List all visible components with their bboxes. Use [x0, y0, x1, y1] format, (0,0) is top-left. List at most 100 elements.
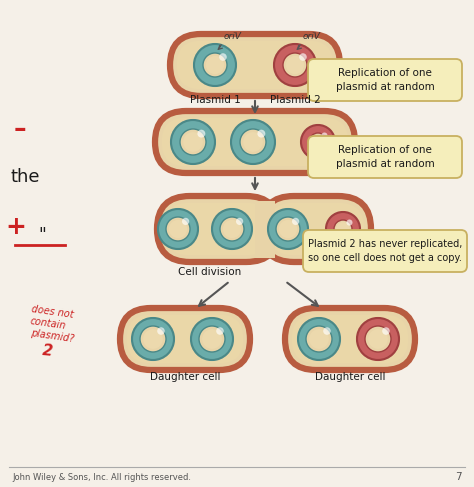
Text: ": "	[38, 226, 46, 244]
Circle shape	[170, 119, 216, 165]
FancyBboxPatch shape	[177, 41, 333, 89]
FancyBboxPatch shape	[292, 315, 408, 363]
Text: +: +	[6, 215, 27, 239]
Text: oriV: oriV	[303, 32, 321, 41]
Circle shape	[202, 329, 222, 349]
Circle shape	[230, 119, 276, 165]
Circle shape	[220, 217, 244, 241]
Circle shape	[368, 329, 388, 349]
Circle shape	[191, 318, 233, 360]
Circle shape	[166, 217, 190, 241]
Circle shape	[183, 132, 203, 152]
FancyBboxPatch shape	[285, 308, 415, 370]
Text: Replication of one
plasmid at random: Replication of one plasmid at random	[336, 68, 434, 92]
Circle shape	[323, 327, 331, 335]
Circle shape	[311, 135, 325, 149]
Circle shape	[301, 125, 335, 159]
Text: Daughter cell: Daughter cell	[315, 372, 385, 382]
FancyBboxPatch shape	[261, 196, 371, 262]
FancyBboxPatch shape	[303, 230, 467, 272]
Circle shape	[182, 218, 189, 225]
Text: Plasmid 2 has never replicated,
so one cell does not get a copy.: Plasmid 2 has never replicated, so one c…	[308, 239, 462, 263]
Circle shape	[157, 208, 199, 250]
Circle shape	[199, 326, 225, 352]
Text: plasmid?: plasmid?	[30, 328, 74, 344]
Text: Plasmid 2: Plasmid 2	[270, 95, 320, 105]
Circle shape	[279, 220, 297, 238]
Circle shape	[276, 217, 300, 241]
Circle shape	[216, 327, 224, 335]
FancyBboxPatch shape	[120, 308, 250, 370]
Circle shape	[257, 130, 265, 138]
FancyBboxPatch shape	[157, 196, 279, 262]
Circle shape	[193, 43, 237, 87]
Text: Replication of one
plasmid at random: Replication of one plasmid at random	[336, 145, 434, 169]
Circle shape	[300, 124, 336, 160]
Text: John Wiley & Sons, Inc. All rights reserved.: John Wiley & Sons, Inc. All rights reser…	[12, 472, 191, 482]
Circle shape	[211, 208, 253, 250]
Circle shape	[286, 56, 304, 74]
FancyBboxPatch shape	[308, 136, 462, 178]
Text: contain: contain	[29, 317, 67, 332]
Circle shape	[171, 120, 215, 164]
Circle shape	[346, 220, 353, 225]
Bar	[255, 201, 275, 258]
Circle shape	[180, 129, 206, 155]
Circle shape	[306, 326, 332, 352]
Text: the: the	[10, 168, 40, 186]
Text: Cell division: Cell division	[178, 267, 242, 277]
Circle shape	[206, 56, 224, 74]
Circle shape	[382, 327, 390, 335]
Circle shape	[357, 318, 399, 360]
Circle shape	[240, 129, 266, 155]
Circle shape	[326, 212, 360, 246]
Circle shape	[143, 329, 163, 349]
Circle shape	[309, 329, 329, 349]
Circle shape	[267, 208, 309, 250]
Circle shape	[299, 53, 307, 61]
Circle shape	[274, 44, 316, 86]
Circle shape	[132, 318, 174, 360]
Circle shape	[236, 218, 243, 225]
FancyBboxPatch shape	[308, 59, 462, 101]
Text: –: –	[14, 117, 27, 141]
Circle shape	[231, 120, 275, 164]
Circle shape	[194, 44, 236, 86]
Circle shape	[140, 326, 166, 352]
Circle shape	[190, 317, 234, 361]
Circle shape	[336, 222, 350, 236]
Text: 7: 7	[456, 472, 462, 482]
Circle shape	[309, 133, 327, 151]
Circle shape	[131, 317, 175, 361]
Text: Daughter cell: Daughter cell	[150, 372, 220, 382]
Text: oriV: oriV	[224, 32, 242, 41]
Circle shape	[325, 211, 361, 247]
Text: 2: 2	[42, 343, 54, 359]
Circle shape	[356, 317, 400, 361]
Circle shape	[273, 43, 317, 87]
Circle shape	[169, 220, 187, 238]
Circle shape	[365, 326, 391, 352]
Circle shape	[292, 218, 299, 225]
Circle shape	[334, 220, 352, 238]
Circle shape	[158, 209, 198, 249]
FancyBboxPatch shape	[127, 315, 243, 363]
FancyBboxPatch shape	[268, 203, 364, 255]
Circle shape	[157, 327, 165, 335]
Text: Plasmid 1: Plasmid 1	[190, 95, 240, 105]
Circle shape	[321, 132, 328, 139]
Circle shape	[298, 318, 340, 360]
FancyBboxPatch shape	[164, 203, 272, 255]
FancyBboxPatch shape	[162, 118, 348, 166]
Circle shape	[223, 220, 241, 238]
Text: does not: does not	[30, 304, 74, 320]
Circle shape	[243, 132, 263, 152]
Circle shape	[268, 209, 308, 249]
Circle shape	[297, 317, 341, 361]
Circle shape	[219, 53, 227, 61]
Circle shape	[283, 53, 307, 77]
FancyBboxPatch shape	[155, 111, 355, 173]
Circle shape	[203, 53, 227, 77]
Circle shape	[212, 209, 252, 249]
FancyBboxPatch shape	[170, 34, 340, 96]
